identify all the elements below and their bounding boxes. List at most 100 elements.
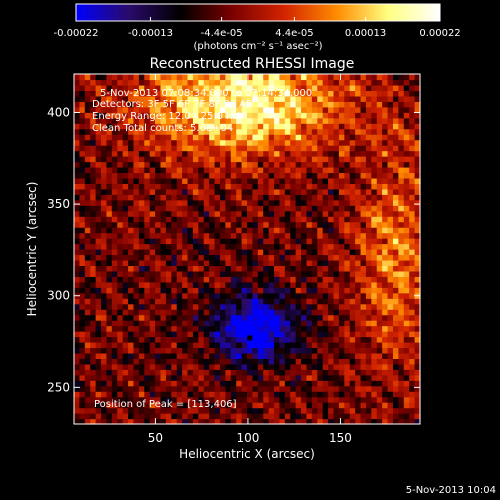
- heatmap-cell: [284, 281, 291, 288]
- heatmap-cell: [128, 145, 135, 152]
- heatmap-cell: [144, 303, 151, 310]
- heatmap-cell: [138, 227, 145, 234]
- heatmap-cell: [198, 358, 205, 365]
- heatmap-cell: [398, 407, 405, 414]
- heatmap-cell: [338, 172, 345, 179]
- heatmap-cell: [371, 227, 378, 234]
- heatmap-cell: [203, 150, 210, 157]
- heatmap-cell: [290, 188, 297, 195]
- heatmap-cell: [101, 249, 108, 256]
- heatmap-cell: [263, 101, 270, 108]
- heatmap-cell: [214, 227, 221, 234]
- heatmap-cell: [106, 123, 113, 130]
- heatmap-cell: [84, 139, 91, 146]
- heatmap-cell: [79, 402, 86, 409]
- heatmap-cell: [355, 117, 362, 124]
- heatmap-cell: [247, 161, 254, 168]
- heatmap-cell: [338, 336, 345, 343]
- heatmap-cell: [301, 325, 308, 332]
- heatmap-cell: [182, 216, 189, 223]
- heatmap-cell: [171, 281, 178, 288]
- annotation-block: 5-Nov-2013 07:08:34.000 to 07:14:34.000 …: [92, 88, 312, 410]
- heatmap-cell: [387, 139, 394, 146]
- heatmap-cell: [257, 150, 264, 157]
- heatmap-cell: [333, 391, 340, 398]
- heatmap-cell: [225, 79, 232, 86]
- heatmap-cell: [355, 265, 362, 272]
- heatmap-cell: [117, 139, 124, 146]
- heatmap-cell: [247, 281, 254, 288]
- heatmap-cell: [252, 407, 259, 414]
- heatmap-cell: [187, 123, 194, 130]
- heatmap-cell: [328, 216, 335, 223]
- heatmap-cell: [387, 227, 394, 234]
- heatmap-cell: [268, 249, 275, 256]
- heatmap-cell: [257, 79, 264, 86]
- heatmap-cell: [311, 385, 318, 392]
- heatmap-cell: [219, 205, 226, 212]
- heatmap-cell: [295, 314, 302, 321]
- heatmap-cell: [398, 156, 405, 163]
- heatmap-cell: [284, 391, 291, 398]
- heatmap-cell: [198, 331, 205, 338]
- heatmap-cell: [225, 161, 232, 168]
- heatmap-cell: [84, 106, 91, 113]
- heatmap-cell: [301, 369, 308, 376]
- heatmap-cell: [317, 210, 324, 217]
- heatmap-cell: [106, 90, 113, 97]
- heatmap-cell: [128, 79, 135, 86]
- heatmap-cell: [403, 166, 410, 174]
- heatmap-cell: [371, 402, 378, 409]
- heatmap-cell: [176, 270, 183, 277]
- heatmap-cell: [382, 221, 389, 228]
- heatmap-cell: [290, 145, 297, 152]
- heatmap-cell: [236, 309, 243, 316]
- heatmap-cell: [219, 101, 226, 108]
- heatmap-cell: [165, 95, 172, 102]
- heatmap-cell: [203, 314, 210, 321]
- heatmap-cell: [338, 74, 345, 81]
- heatmap-cell: [387, 150, 394, 157]
- heatmap-cell: [79, 331, 86, 338]
- heatmap-cell: [230, 259, 237, 267]
- heatmap-cell: [122, 106, 129, 113]
- heatmap-cell: [387, 363, 394, 370]
- heatmap-cell: [149, 117, 156, 124]
- heatmap-cell: [317, 249, 324, 256]
- heatmap-cell: [317, 418, 324, 425]
- heatmap-cell: [225, 150, 232, 157]
- heatmap-cell: [90, 117, 97, 124]
- heatmap-cell: [225, 249, 232, 256]
- heatmap-cell: [171, 336, 178, 343]
- heatmap-cell: [214, 74, 221, 81]
- heatmap-cell: [138, 309, 145, 316]
- heatmap-cell: [198, 84, 205, 92]
- heatmap-cell: [333, 396, 340, 403]
- heatmap-cell: [192, 391, 199, 398]
- heatmap-cell: [311, 374, 318, 381]
- heatmap-cell: [317, 243, 324, 250]
- heatmap-cell: [198, 407, 205, 414]
- heatmap-cell: [241, 172, 248, 179]
- heatmap-cell: [101, 358, 108, 365]
- heatmap-cell: [144, 418, 151, 425]
- heatmap-cell: [279, 276, 286, 283]
- heatmap-cell: [403, 145, 410, 152]
- heatmap-cell: [138, 205, 145, 212]
- heatmap-cell: [344, 352, 351, 359]
- heatmap-cell: [409, 391, 416, 398]
- heatmap-cell: [349, 341, 356, 349]
- heatmap-cell: [290, 112, 297, 119]
- heatmap-cell: [268, 358, 275, 365]
- heatmap-cell: [376, 205, 383, 212]
- heatmap-cell: [311, 298, 318, 305]
- heatmap-cell: [138, 314, 145, 321]
- heatmap-cell: [182, 177, 189, 184]
- heatmap-cell: [290, 79, 297, 86]
- heatmap-cell: [274, 331, 281, 338]
- heatmap-cell: [279, 199, 286, 206]
- heatmap-cell: [133, 265, 140, 272]
- heatmap-cell: [403, 79, 410, 86]
- heatmap-cell: [144, 249, 151, 256]
- heatmap-cell: [165, 221, 172, 228]
